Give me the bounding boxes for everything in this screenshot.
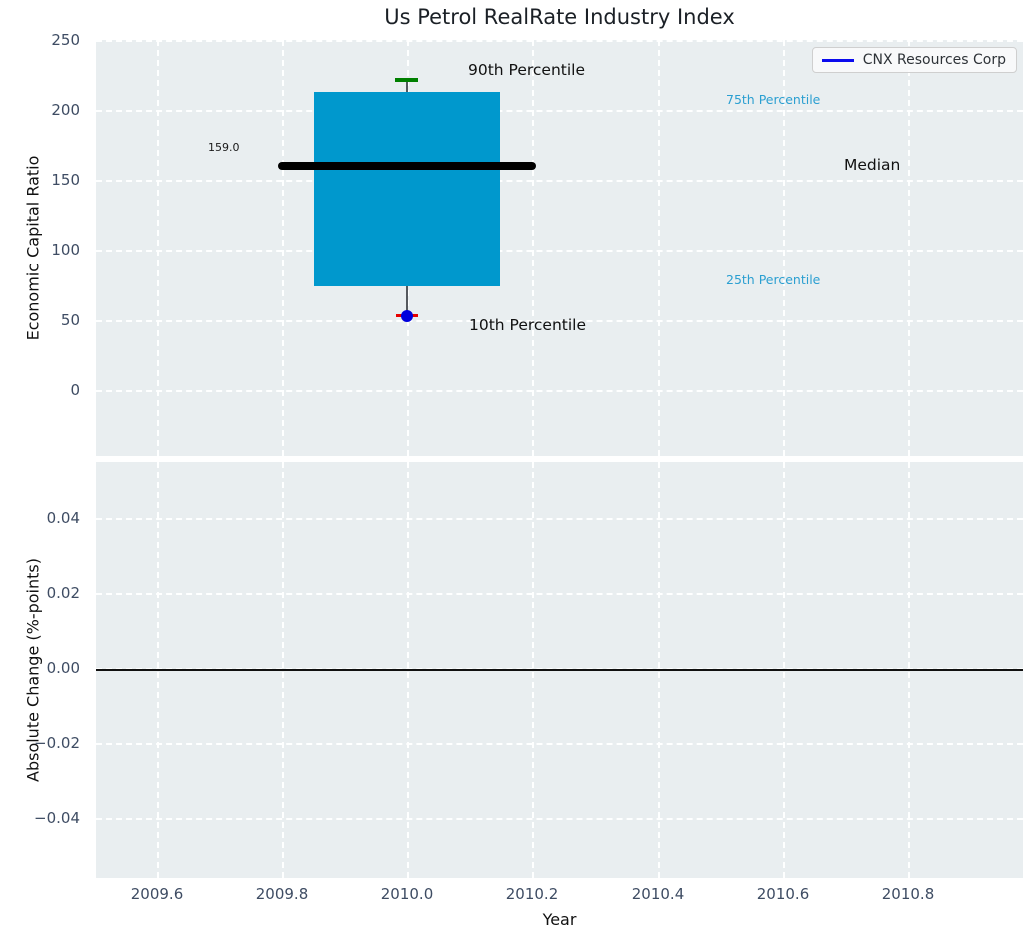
chart-title: Us Petrol RealRate Industry Index bbox=[384, 5, 735, 29]
gridline bbox=[908, 40, 910, 456]
x-tick: 2010.4 bbox=[631, 885, 685, 903]
x-tick: 2010.6 bbox=[756, 885, 810, 903]
gridline bbox=[96, 250, 1023, 252]
gridline bbox=[282, 40, 284, 456]
x-tick: 2010.2 bbox=[505, 885, 559, 903]
y-tick: 50 bbox=[60, 311, 80, 329]
p75-label: 75th Percentile bbox=[726, 92, 821, 107]
x-tick: 2009.8 bbox=[255, 885, 309, 903]
y-tick: −0.04 bbox=[34, 809, 80, 827]
gridline bbox=[96, 818, 1023, 820]
median-value-label: 159.0 bbox=[208, 141, 240, 154]
y-tick: 0.00 bbox=[46, 659, 80, 677]
gridline bbox=[96, 180, 1023, 182]
y-tick: 100 bbox=[51, 241, 80, 259]
percentile-box bbox=[314, 92, 500, 286]
gridline bbox=[96, 40, 1023, 42]
gridline bbox=[96, 518, 1023, 520]
y-tick: 250 bbox=[51, 31, 80, 49]
x-tick: 2010.8 bbox=[881, 885, 935, 903]
legend-label: CNX Resources Corp bbox=[862, 52, 1006, 68]
y-tick: 150 bbox=[51, 171, 80, 189]
top-y-axis-label: Economic Capital Ratio bbox=[23, 155, 43, 341]
gridline bbox=[96, 110, 1023, 112]
legend-line-sample bbox=[821, 58, 854, 62]
y-tick: 0.02 bbox=[46, 584, 80, 602]
zero-line bbox=[96, 669, 1023, 671]
x-tick: 2009.6 bbox=[130, 885, 184, 903]
gridline bbox=[783, 40, 785, 456]
y-tick: −0.02 bbox=[34, 734, 80, 752]
x-axis-label: Year bbox=[542, 910, 577, 929]
y-tick: 200 bbox=[51, 101, 80, 119]
gridline bbox=[532, 40, 534, 456]
bottom-y-axis-label: Absolute Change (%-points) bbox=[23, 558, 43, 782]
top-subplot: 159.0 90th Percentile 75th Percentile Me… bbox=[96, 40, 1023, 456]
y-tick: 0 bbox=[70, 381, 80, 399]
p90-label: 90th Percentile bbox=[468, 61, 586, 79]
p10-marker bbox=[401, 310, 413, 322]
gridline bbox=[96, 390, 1023, 392]
y-tick: 0.04 bbox=[46, 509, 80, 527]
gridline bbox=[96, 320, 1023, 322]
gridline bbox=[157, 40, 159, 456]
bottom-subplot bbox=[96, 462, 1023, 878]
x-tick: 2010.0 bbox=[380, 885, 434, 903]
p25-label: 25th Percentile bbox=[726, 272, 821, 287]
legend: CNX Resources Corp bbox=[811, 47, 1017, 73]
gridline bbox=[658, 40, 660, 456]
p90-cap bbox=[395, 78, 418, 82]
median-line bbox=[278, 162, 536, 170]
median-label: Median bbox=[844, 156, 901, 174]
gridline bbox=[96, 593, 1023, 595]
gridline bbox=[96, 743, 1023, 745]
p10-label: 10th Percentile bbox=[469, 316, 587, 334]
